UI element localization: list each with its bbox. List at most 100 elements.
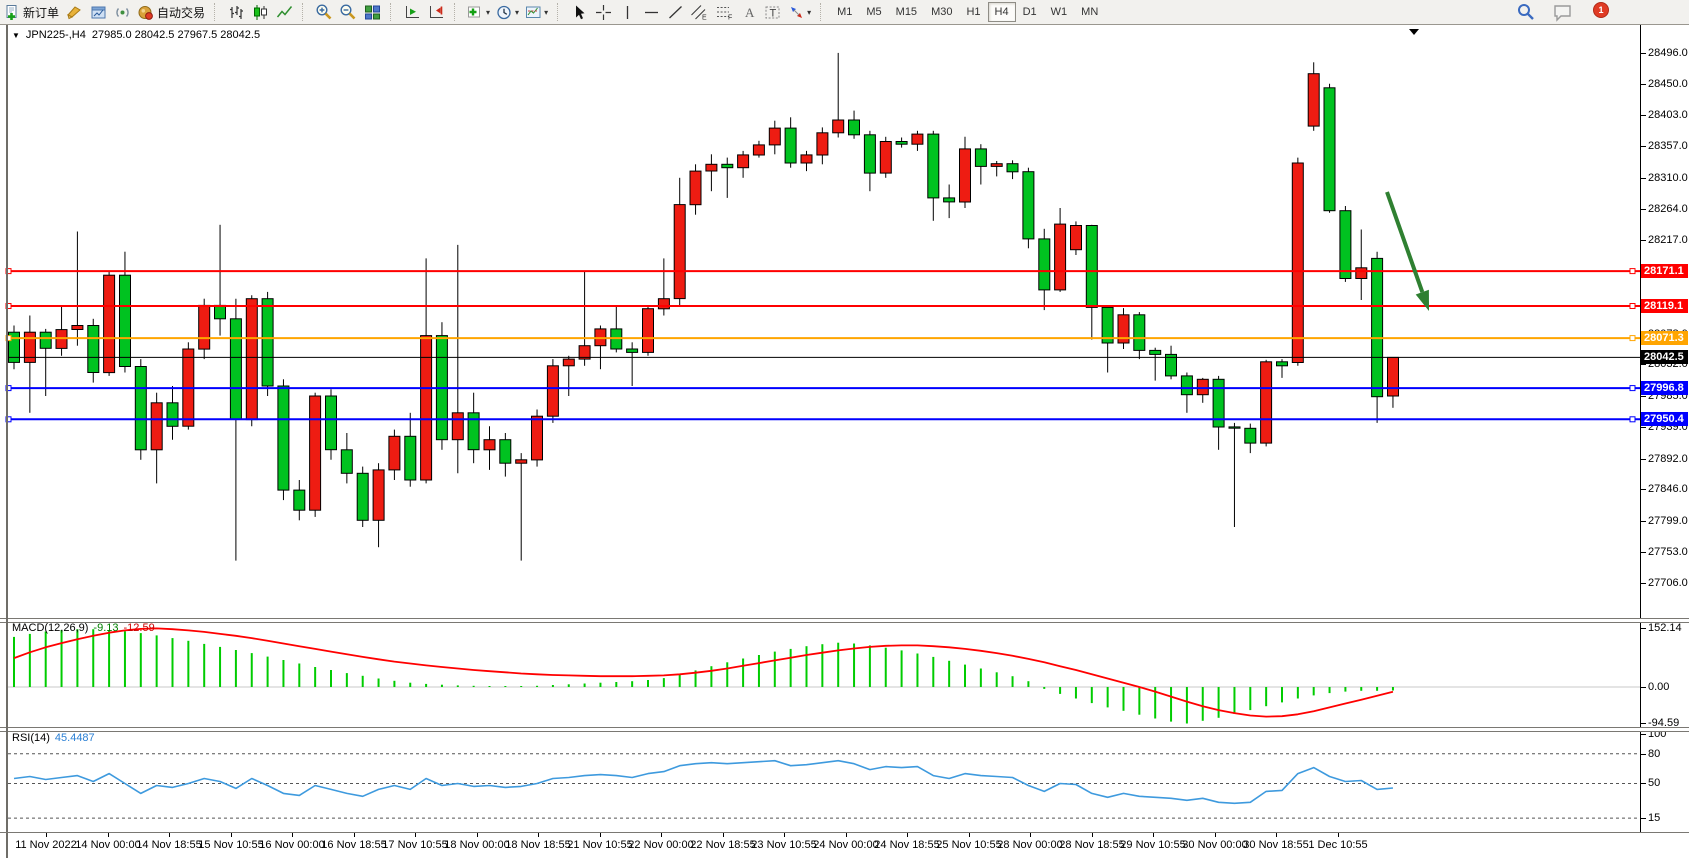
timeframe-button-h4[interactable]: H4 — [987, 2, 1016, 22]
scroll-group — [400, 0, 448, 24]
templates-button[interactable]: ▾ — [522, 1, 551, 23]
price-axis-border — [1640, 25, 1641, 832]
zoom-out-button[interactable] — [336, 1, 360, 23]
timeframe-button-m5[interactable]: M5 — [859, 2, 888, 22]
bar-chart-button[interactable] — [224, 1, 248, 23]
search-button[interactable] — [1513, 1, 1539, 23]
new-order-button[interactable]: 新订单 — [0, 1, 62, 23]
svg-text:E: E — [702, 14, 707, 21]
price-tick — [1641, 687, 1646, 688]
crosshair-button[interactable] — [591, 1, 615, 23]
time-tick-label: 18 Nov 00:00 — [444, 839, 510, 851]
candlestick-chart-button[interactable] — [248, 1, 272, 23]
autoscroll-button[interactable] — [400, 1, 424, 23]
chart-left-border — [6, 25, 8, 858]
time-tick-label: 14 Nov 00:00 — [75, 839, 141, 851]
line-chart-button[interactable] — [272, 1, 296, 23]
time-tick — [846, 832, 847, 837]
time-tick-label: 16 Nov 18:55 — [321, 839, 387, 851]
svg-text:A: A — [745, 5, 755, 20]
signals-button[interactable] — [110, 1, 134, 23]
fibonacci-button[interactable]: F — [712, 1, 737, 23]
tile-windows-button[interactable] — [360, 1, 384, 23]
time-tick-label: 29 Nov 10:55 — [1120, 839, 1186, 851]
search-icon — [1516, 2, 1536, 22]
autotrade-button[interactable]: 自动交易 — [134, 1, 208, 23]
text-button[interactable]: A — [737, 1, 761, 23]
new-order-icon — [3, 4, 20, 21]
price-tick — [1641, 628, 1646, 629]
time-tick — [1215, 832, 1216, 837]
timeframe-button-m30[interactable]: M30 — [924, 2, 959, 22]
price-tick-label: 27706.0 — [1648, 577, 1688, 589]
zoom-out-icon — [339, 3, 357, 21]
text-label-button[interactable]: T — [761, 1, 785, 23]
timeframe-button-w1[interactable]: W1 — [1044, 2, 1075, 22]
zoom-in-button[interactable] — [312, 1, 336, 23]
price-level-tag[interactable]: 27996.8 — [1641, 381, 1688, 395]
time-tick — [169, 832, 170, 837]
price-level-tag[interactable]: 27950.4 — [1641, 412, 1688, 426]
time-tick-label: 25 Nov 10:55 — [936, 839, 1002, 851]
horizontal-line-icon — [643, 4, 660, 21]
price-level-tag[interactable]: 28042.5 — [1641, 350, 1688, 364]
price-level-tag[interactable]: 28119.1 — [1641, 299, 1688, 313]
price-tick — [1641, 734, 1646, 735]
price-tick — [1641, 552, 1646, 553]
time-tick-label: 18 Nov 18:55 — [505, 839, 571, 851]
price-tick-label: 28496.0 — [1648, 47, 1688, 59]
toolbar-separator — [557, 3, 563, 21]
price-level-tag[interactable]: 28071.3 — [1641, 331, 1688, 345]
panel-splitter-macd[interactable] — [0, 618, 1689, 623]
price-tick — [1641, 783, 1646, 784]
timeframe-button-d1[interactable]: D1 — [1016, 2, 1044, 22]
chat-button[interactable]: 1 — [1549, 1, 1609, 23]
price-tick — [1641, 521, 1646, 522]
cursor-button[interactable] — [567, 1, 591, 23]
autoscroll-icon — [404, 4, 421, 21]
time-tick — [477, 832, 478, 837]
channel-button[interactable]: E — [687, 1, 712, 23]
price-tick — [1641, 178, 1646, 179]
price-tick — [1641, 818, 1646, 819]
chart-canvas[interactable] — [0, 25, 1689, 860]
timeframe-button-m15[interactable]: M15 — [889, 2, 924, 22]
chart-window: ▼ JPN225-,H4 27985.0 28042.5 27967.5 280… — [0, 25, 1689, 860]
styler-button[interactable] — [62, 1, 86, 23]
arrows-button[interactable]: ▾ — [785, 1, 814, 23]
price-tick — [1641, 459, 1646, 460]
timeframe-button-h1[interactable]: H1 — [959, 2, 987, 22]
macd-tick-label: -94.59 — [1648, 717, 1680, 729]
chart-shift-button[interactable] — [424, 1, 448, 23]
periods-button[interactable]: ▾ — [493, 1, 522, 23]
bearish-arrow-annotation[interactable] — [1385, 191, 1429, 311]
tile-windows-icon — [364, 4, 381, 21]
timeframe-button-m1[interactable]: M1 — [830, 2, 859, 22]
vertical-line-button[interactable] — [615, 1, 639, 23]
price-tick — [1641, 115, 1646, 116]
autotrade-icon — [137, 4, 154, 21]
horizontal-lines-layer[interactable] — [5, 268, 1640, 423]
time-tick — [661, 832, 662, 837]
svg-text:T: T — [770, 7, 777, 19]
macd-tick-label: 0.00 — [1648, 681, 1670, 693]
notification-badge: 1 — [1593, 2, 1609, 18]
time-tick — [231, 832, 232, 837]
objects-group: ▾ ▾ ▾ — [464, 0, 551, 24]
horizontal-line-button[interactable] — [639, 1, 663, 23]
price-level-tag[interactable]: 28171.1 — [1641, 264, 1688, 278]
price-tick-label: 27846.0 — [1648, 483, 1688, 495]
time-tick — [1276, 832, 1277, 837]
price-tick — [1641, 146, 1646, 147]
chart-shift-icon — [428, 4, 445, 21]
time-tick-label: 28 Nov 18:55 — [1059, 839, 1125, 851]
chart-dropdown-icon[interactable]: ▼ — [12, 30, 20, 40]
scroll-marker-icon[interactable] — [1409, 29, 1419, 35]
line-chart-icon — [276, 4, 293, 21]
timeframe-button-mn[interactable]: MN — [1074, 2, 1105, 22]
trendline-button[interactable] — [663, 1, 687, 23]
indicators-button[interactable]: ▾ — [464, 1, 493, 23]
chart-profile-button[interactable] — [86, 1, 110, 23]
panel-splitter-rsi[interactable] — [0, 727, 1689, 732]
